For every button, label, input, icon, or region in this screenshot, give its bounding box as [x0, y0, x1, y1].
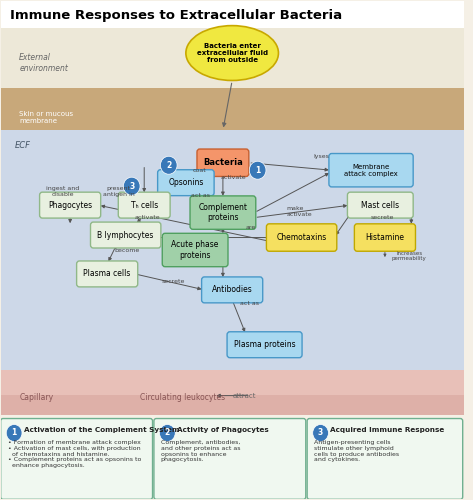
Text: act as: act as: [240, 302, 260, 306]
Text: Complement, antibodies,
and other proteins act as
opsonins to enhance
phagocytos: Complement, antibodies, and other protei…: [161, 440, 240, 462]
Text: External
environment: External environment: [19, 54, 68, 72]
FancyBboxPatch shape: [266, 224, 337, 251]
FancyBboxPatch shape: [0, 370, 464, 414]
FancyBboxPatch shape: [40, 192, 101, 218]
FancyBboxPatch shape: [197, 149, 249, 176]
Text: Histamine: Histamine: [366, 233, 404, 242]
FancyBboxPatch shape: [0, 88, 464, 130]
Text: Plasma proteins: Plasma proteins: [234, 340, 295, 349]
Text: increases
permeability: increases permeability: [392, 250, 427, 262]
FancyBboxPatch shape: [227, 332, 302, 357]
Text: • Formation of membrane attack complex
• Activation of mast cells, with producti: • Formation of membrane attack complex •…: [8, 440, 141, 468]
Text: Skin or mucous
membrane: Skin or mucous membrane: [19, 112, 73, 124]
FancyBboxPatch shape: [329, 154, 413, 187]
Text: activate: activate: [135, 215, 160, 220]
Text: Acquired Immune Response: Acquired Immune Response: [330, 427, 445, 433]
Text: Bacteria: Bacteria: [203, 158, 243, 167]
FancyBboxPatch shape: [77, 261, 138, 287]
Text: Activity of Phagocytes: Activity of Phagocytes: [177, 427, 269, 433]
Circle shape: [160, 156, 177, 174]
Text: Antibodies: Antibodies: [212, 286, 253, 294]
Text: Membrane
attack complex: Membrane attack complex: [344, 164, 398, 176]
FancyBboxPatch shape: [154, 418, 306, 500]
Text: act as: act as: [192, 192, 210, 198]
Text: Bacteria enter
extracellular fluid
from outside: Bacteria enter extracellular fluid from …: [197, 43, 268, 63]
Text: are: are: [246, 225, 256, 230]
Text: Chemotaxins: Chemotaxins: [277, 233, 327, 242]
Circle shape: [313, 424, 328, 442]
FancyBboxPatch shape: [201, 277, 263, 303]
FancyBboxPatch shape: [0, 130, 464, 370]
Text: activate: activate: [220, 175, 246, 180]
Text: B lymphocytes: B lymphocytes: [97, 230, 154, 239]
FancyBboxPatch shape: [158, 170, 214, 196]
FancyBboxPatch shape: [0, 418, 152, 500]
Circle shape: [6, 424, 22, 442]
FancyBboxPatch shape: [162, 234, 228, 266]
Text: 2: 2: [166, 160, 171, 170]
Text: 1: 1: [255, 166, 260, 174]
Text: Acute phase
proteins: Acute phase proteins: [171, 240, 219, 260]
Text: Antigen-presenting cells
stimulate other lymphoid
cells to produce antibodies
an: Antigen-presenting cells stimulate other…: [314, 440, 399, 462]
Text: become: become: [114, 248, 140, 252]
FancyBboxPatch shape: [118, 192, 170, 218]
Text: 3: 3: [129, 182, 134, 190]
Text: Circulating leukocytes: Circulating leukocytes: [140, 392, 225, 402]
Text: make: make: [286, 206, 304, 210]
Text: present
antigen in: present antigen in: [103, 186, 134, 196]
FancyBboxPatch shape: [190, 196, 256, 230]
Text: Opsonins: Opsonins: [168, 178, 203, 187]
Circle shape: [123, 177, 140, 195]
Text: Capillary: Capillary: [19, 392, 53, 402]
FancyBboxPatch shape: [0, 28, 464, 88]
FancyBboxPatch shape: [0, 0, 464, 28]
Ellipse shape: [186, 26, 279, 80]
FancyBboxPatch shape: [307, 418, 463, 500]
FancyBboxPatch shape: [90, 222, 161, 248]
Text: lyses: lyses: [313, 154, 329, 159]
Circle shape: [249, 161, 266, 179]
Text: secrete: secrete: [371, 214, 394, 220]
Text: Mast cells: Mast cells: [361, 200, 399, 209]
Text: 3: 3: [318, 428, 323, 438]
Text: ECF: ECF: [15, 141, 31, 150]
Text: Tₕ cells: Tₕ cells: [131, 200, 158, 209]
Text: attract: attract: [232, 392, 256, 398]
FancyBboxPatch shape: [0, 394, 464, 414]
Circle shape: [159, 424, 175, 442]
FancyBboxPatch shape: [354, 224, 415, 251]
FancyBboxPatch shape: [348, 192, 413, 218]
Text: coat: coat: [193, 168, 207, 172]
Text: 2: 2: [165, 428, 170, 438]
Text: secrete: secrete: [162, 279, 185, 284]
Text: Phagocytes: Phagocytes: [48, 200, 92, 209]
Text: activate: activate: [286, 212, 312, 216]
Text: Plasma cells: Plasma cells: [83, 270, 131, 278]
Text: 1: 1: [11, 428, 17, 438]
Text: Activation of the Complement System: Activation of the Complement System: [24, 427, 179, 433]
Text: Immune Responses to Extracellular Bacteria: Immune Responses to Extracellular Bacter…: [10, 9, 342, 22]
Text: Complement
proteins: Complement proteins: [198, 203, 247, 222]
Text: ingest and
disable: ingest and disable: [46, 186, 79, 196]
